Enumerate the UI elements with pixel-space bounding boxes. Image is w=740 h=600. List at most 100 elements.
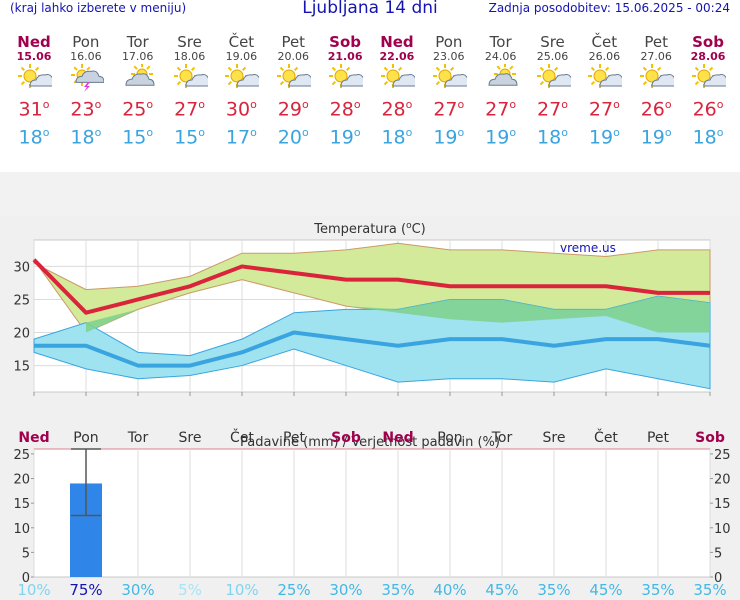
day-column: Sre 18.06 27o 15o <box>164 33 216 152</box>
min-temperature: 19o <box>640 126 672 149</box>
day-name: Sob <box>692 33 724 51</box>
min-temperature: 19o <box>329 126 361 149</box>
weather-icon <box>164 64 216 98</box>
y-tick-label-right: 0 <box>714 571 722 586</box>
day-date: 27.06 <box>640 50 672 63</box>
day-name: Sre <box>540 33 565 51</box>
y-tick-label: 20 <box>13 327 30 342</box>
day-date: 18.06 <box>173 50 206 63</box>
min-temperature: 18o <box>381 126 413 149</box>
min-temperature: 19o <box>485 126 517 149</box>
weather-icon <box>578 64 630 98</box>
day-column: Čet 19.06 30o 17o <box>215 33 267 152</box>
min-temperature: 18o <box>537 126 568 149</box>
day-date: 21.06 <box>327 50 363 63</box>
day-column: Sob 21.06 28o 19o <box>319 33 371 152</box>
max-temperature: 25o <box>122 98 154 121</box>
max-temperature: 29o <box>277 98 309 121</box>
y-tick-label-left: 5 <box>22 546 30 561</box>
y-tick-label-left: 10 <box>13 522 30 537</box>
precipitation-probability: 30% <box>329 581 362 599</box>
min-temperature: 20o <box>277 126 309 149</box>
y-tick-label-right: 5 <box>714 546 722 561</box>
max-temperature: 27o <box>537 98 568 121</box>
temperature-chart-title: Temperatura (oC) <box>313 221 425 237</box>
precipitation-probability: 35% <box>381 581 414 599</box>
x-category-label: Čet <box>230 428 254 446</box>
day-date: 23.06 <box>433 50 465 63</box>
y-tick-label: 25 <box>13 293 30 308</box>
max-temperature: 23o <box>70 98 102 121</box>
temperature-chart: 15 20 25 30 Temperatura (oC) vreme.us <box>0 216 740 428</box>
day-column: Pon 16.06 23o 18o <box>60 33 112 152</box>
weather-icon <box>630 64 682 98</box>
day-name: Tor <box>126 33 149 51</box>
day-column: Tor 17.06 25o 15o <box>112 33 164 152</box>
max-temperature: 31o <box>18 98 50 121</box>
precipitation-probability: 75% <box>69 581 102 599</box>
precipitation-probability: 25% <box>277 581 310 599</box>
weather-icon <box>682 64 734 98</box>
day-name: Pon <box>72 33 100 51</box>
max-temperature-line <box>32 258 710 315</box>
x-category-label: Pet <box>647 430 670 446</box>
separator-band <box>0 172 740 216</box>
sun-cloud-icon <box>173 64 215 88</box>
y-tick-label-right: 20 <box>714 473 731 488</box>
precipitation-chart-title: Padavine (mm) / Verjetnost padavin (%) <box>240 435 500 450</box>
weather-icon <box>112 63 164 98</box>
y-tick-label-right: 25 <box>714 448 731 463</box>
x-category-label: Tor <box>127 430 149 446</box>
precipitation-probability: 35% <box>537 581 570 599</box>
day-name: Sre <box>177 33 202 51</box>
x-category-label: Sob <box>695 430 725 446</box>
day-date: 28.06 <box>690 50 726 63</box>
watermark[interactable]: vreme.us <box>560 241 616 255</box>
x-category-label: Tor <box>491 430 513 446</box>
sun-cloud-icon <box>225 64 266 88</box>
weather-icon <box>267 64 319 98</box>
day-name: Pet <box>281 33 306 51</box>
max-temperature: 28o <box>381 98 413 121</box>
precipitation-probability: 30% <box>121 581 154 599</box>
precipitation-chart: Padavine (mm) / Verjetnost padavin (%) 0… <box>0 428 740 600</box>
day-date: 22.06 <box>379 50 415 63</box>
precipitation-probability: 45% <box>485 581 518 599</box>
menu-hint[interactable]: (kraj lahko izberete v meniju) <box>10 1 187 15</box>
min-temperature: 18o <box>70 126 102 149</box>
y-tick-label: 15 <box>13 360 30 375</box>
y-tick-label-right: 15 <box>714 497 731 512</box>
y-tick-label-left: 25 <box>13 448 30 463</box>
min-temperature: 17o <box>225 126 257 149</box>
x-category-label: Čet <box>594 428 618 446</box>
weather-icon <box>527 64 579 98</box>
day-name: Čet <box>591 33 618 51</box>
max-temperature: 27o <box>588 98 620 121</box>
weather-icon <box>319 64 371 98</box>
sun-cloud-icon <box>640 64 681 88</box>
weather-icon <box>423 64 475 98</box>
max-temperature: 30o <box>225 98 257 121</box>
sun-cloud-icon <box>277 64 318 88</box>
min-temperature: 15o <box>174 126 205 149</box>
y-tick-label-left: 20 <box>13 473 30 488</box>
max-temperature: 27o <box>433 98 465 121</box>
max-temperature: 27o <box>174 98 205 121</box>
day-name: Pon <box>435 33 463 51</box>
y-tick-label-left: 0 <box>22 571 30 586</box>
day-date: 16.06 <box>70 50 102 63</box>
day-date: 25.06 <box>536 50 569 63</box>
y-tick-label-right: 10 <box>714 522 731 537</box>
sun-cloud-icon <box>588 64 629 88</box>
day-name: Ned <box>17 33 51 51</box>
cloudy-sun-icon <box>125 63 155 86</box>
x-category-label: Pet <box>283 430 306 446</box>
day-date: 24.06 <box>484 50 517 63</box>
page-header: (kraj lahko izberete v meniju) Ljubljana… <box>0 0 740 20</box>
min-temperature-line <box>34 330 711 368</box>
x-category-label: Sre <box>179 430 202 446</box>
min-temperature: 19o <box>588 126 620 149</box>
sun-cloud-icon <box>380 64 422 88</box>
precipitation-probability: 35% <box>693 581 726 599</box>
sun-cloud-icon <box>329 64 370 88</box>
